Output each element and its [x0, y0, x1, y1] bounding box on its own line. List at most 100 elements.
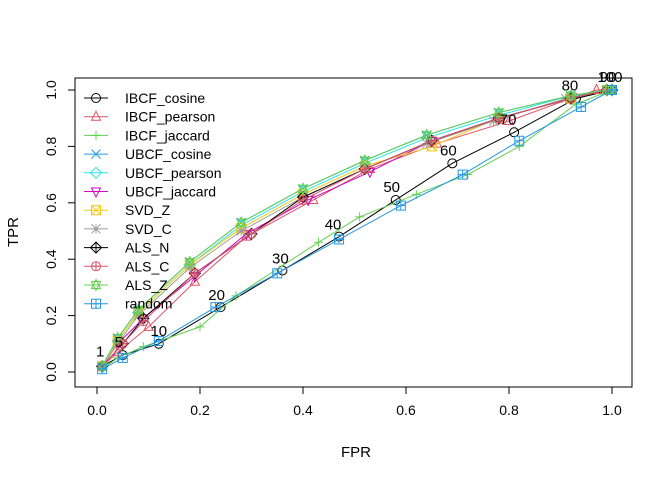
legend-marker [90, 278, 102, 292]
y-tick-label: 0.4 [43, 249, 59, 269]
legend-marker [90, 187, 102, 199]
data-point [189, 268, 200, 279]
data-point [395, 200, 406, 211]
point-label: 100 [597, 69, 622, 86]
legend-label: SVD_C [125, 221, 172, 237]
legend-marker [91, 261, 101, 272]
data-point [97, 364, 108, 375]
point-label: 70 [500, 111, 517, 128]
data-point [334, 234, 345, 245]
data-point [390, 194, 401, 205]
axes: 0.0 0.2 0.4 0.6 0.8 1.0 0.0 0.2 0.4 0.6 0.8 1.0 [43, 80, 622, 418]
x-tick-label: 0.6 [396, 402, 416, 418]
legend-label: ALS_Z [125, 277, 168, 293]
data-point [138, 316, 149, 327]
data-point [272, 268, 283, 279]
legend-item: ALS_Z [84, 277, 168, 293]
series-line [101, 89, 612, 367]
data-point [236, 226, 247, 236]
legend-label: UBCF_jaccard [125, 184, 216, 200]
series-random [97, 85, 617, 375]
data-point [359, 153, 371, 168]
data-point [355, 212, 365, 222]
legend-marker [91, 149, 101, 159]
x-tick-label: 0.8 [499, 402, 519, 418]
legend-item: SVD_C [84, 221, 172, 237]
series-als-z [96, 83, 618, 373]
data-point [189, 275, 201, 286]
data-point [184, 255, 196, 269]
point-label: 90 [600, 69, 617, 86]
legend-label: ALS_N [125, 240, 169, 256]
legend-marker [91, 205, 101, 216]
y-tick-label: 0.8 [43, 136, 59, 156]
data-point [576, 101, 587, 112]
legend-label: random [125, 296, 172, 312]
data-point [298, 194, 308, 205]
data-point [421, 138, 432, 149]
data-point [457, 169, 468, 180]
legend-marker [91, 298, 101, 309]
data-point [421, 128, 432, 142]
legend-item: UBCF_pearson [84, 165, 222, 181]
data-point [143, 320, 154, 331]
data-point [493, 105, 505, 120]
x-tick-label: 0.4 [293, 402, 313, 418]
point-label: 40 [325, 217, 342, 234]
legend-item: UBCF_jaccard [84, 184, 216, 200]
data-point [246, 228, 257, 239]
legend-label: UBCF_pearson [125, 165, 222, 181]
data-point [117, 352, 128, 363]
y-tick-label: 1.0 [43, 80, 59, 100]
y-tick-label: 0.2 [43, 306, 59, 326]
data-point [565, 89, 577, 103]
data-point [241, 229, 252, 241]
legend-item: IBCF_cosine [84, 90, 205, 106]
point-label: 60 [440, 142, 457, 159]
legend-item: SVD_Z [84, 202, 171, 218]
data-point [509, 127, 520, 138]
data-point [607, 85, 617, 95]
legend-item: ALS_C [84, 258, 169, 274]
point-label: 50 [383, 179, 400, 196]
x-tick-label: 1.0 [602, 402, 622, 418]
y-axis-title: TPR [5, 217, 22, 247]
y-tick-label: 0.6 [43, 193, 59, 213]
legend-marker [90, 110, 102, 121]
legend-label: IBCF_pearson [125, 109, 215, 125]
legend-marker [89, 241, 103, 254]
data-point [447, 158, 458, 169]
data-point [235, 215, 247, 230]
series-layer [95, 83, 619, 375]
point-label: 80 [562, 77, 579, 94]
legend-label: IBCF_jaccard [125, 127, 210, 143]
legend-item: IBCF_pearson [84, 109, 215, 125]
legend-label: ALS_C [125, 258, 169, 274]
data-point [431, 136, 443, 148]
legend-marker [91, 130, 101, 140]
data-point [426, 135, 437, 146]
data-point [112, 331, 123, 345]
data-point [313, 237, 323, 247]
point-label: 5 [115, 334, 123, 351]
x-tick-label: 0.0 [87, 402, 107, 418]
legend-label: SVD_Z [125, 202, 171, 218]
legend-label: UBCF_cosine [125, 146, 212, 162]
point-label: 10 [150, 323, 167, 340]
y-tick-label: 0.0 [43, 362, 59, 382]
legend-item: ALS_N [84, 240, 169, 256]
legend-marker [91, 224, 101, 234]
data-point [297, 182, 309, 196]
legend: IBCF_cosine IBCF_pearson IBCF_jaccard UBCF_… [84, 90, 222, 312]
x-tick-label: 0.2 [190, 402, 210, 418]
data-point [153, 335, 164, 346]
data-point [132, 303, 144, 317]
data-point [488, 116, 499, 126]
legend-item: random [84, 296, 172, 312]
series-line [101, 89, 612, 367]
legend-marker [89, 166, 103, 180]
series-line [101, 89, 613, 370]
data-point [195, 322, 205, 332]
